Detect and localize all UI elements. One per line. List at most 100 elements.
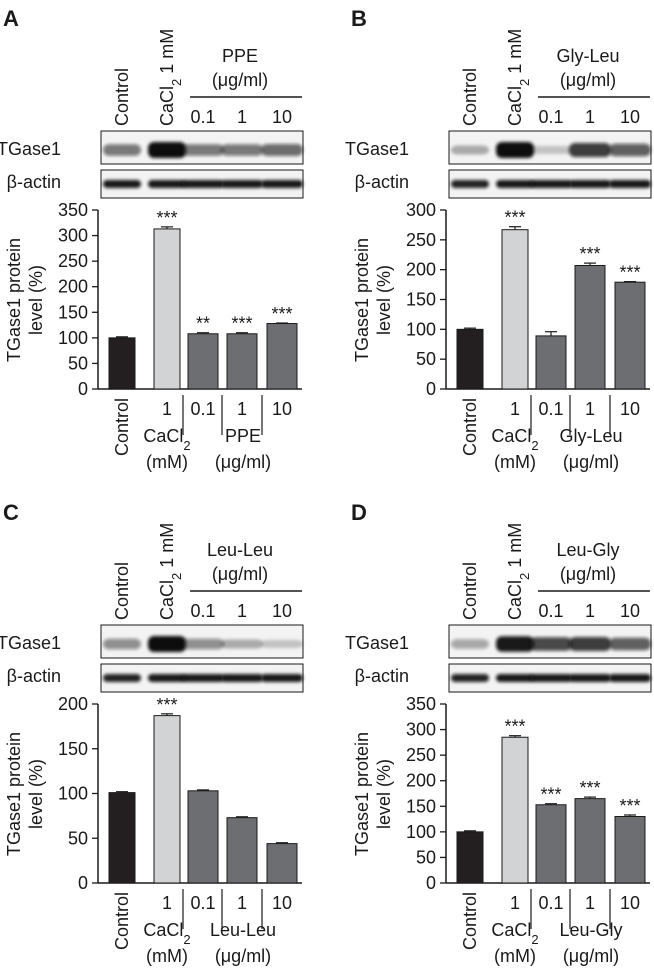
x-tick-label: 10 bbox=[620, 399, 640, 419]
lane-label-cacl2: CaCl2 1 mM bbox=[157, 29, 184, 126]
blot-band-tgase1 bbox=[103, 144, 141, 156]
treatment-unit: (μg/ml) bbox=[560, 564, 616, 584]
blot-band-tgase1 bbox=[609, 143, 651, 157]
y-tick-label: 100 bbox=[58, 328, 88, 348]
blot-band-tgase1 bbox=[182, 638, 224, 650]
blot-band-tgase1 bbox=[530, 146, 572, 154]
x-group-unit-cacl2: (mM) bbox=[494, 946, 536, 966]
dose-label: 10 bbox=[620, 601, 640, 621]
y-tick-label: 350 bbox=[58, 200, 88, 220]
x-tick-label-control: Control bbox=[112, 398, 132, 456]
lane-label-control: Control bbox=[460, 68, 480, 126]
bar bbox=[574, 798, 606, 884]
blot-band-tgase1 bbox=[103, 638, 141, 650]
bar bbox=[108, 337, 136, 390]
x-group-label-cacl2: CaCl2 bbox=[491, 426, 538, 453]
x-tick-label: 10 bbox=[272, 893, 292, 913]
blot-band-actin bbox=[182, 674, 224, 682]
blot-band-tgase1 bbox=[221, 144, 263, 156]
y-tick-label: 250 bbox=[406, 745, 436, 765]
x-tick-label: 1 bbox=[162, 399, 172, 419]
dose-label: 0.1 bbox=[538, 601, 563, 621]
blot-band-actin bbox=[261, 674, 303, 682]
blot-band-tgase1 bbox=[451, 145, 489, 155]
significance-marker: *** bbox=[156, 208, 177, 228]
treatment-unit: (μg/ml) bbox=[212, 564, 268, 584]
x-tick-label: 1 bbox=[510, 399, 520, 419]
blot-band-actin bbox=[451, 674, 489, 682]
y-tick-label: 200 bbox=[58, 277, 88, 297]
blot-band-tgase1 bbox=[496, 142, 534, 158]
bar bbox=[153, 228, 181, 390]
bar bbox=[226, 817, 258, 884]
y-tick-label: 50 bbox=[68, 828, 88, 848]
significance-marker: *** bbox=[619, 263, 640, 283]
blot-band-actin bbox=[530, 180, 572, 188]
blot-band-actin bbox=[496, 180, 534, 188]
treatment-unit: (μg/ml) bbox=[212, 70, 268, 90]
significance-marker: *** bbox=[540, 785, 561, 805]
significance-marker: *** bbox=[504, 208, 525, 228]
x-group-label-treatment: PPE bbox=[225, 426, 261, 446]
bar bbox=[108, 792, 136, 884]
y-tick-label: 150 bbox=[58, 739, 88, 759]
bar bbox=[501, 229, 529, 390]
blot-band-tgase1 bbox=[530, 637, 572, 651]
x-tick-label: 0.1 bbox=[538, 399, 563, 419]
treatment-unit: (μg/ml) bbox=[560, 70, 616, 90]
y-axis-label-line1: TGase1 protein bbox=[352, 732, 372, 856]
x-tick-label: 1 bbox=[510, 893, 520, 913]
treatment-label: Leu-Leu bbox=[207, 540, 273, 560]
x-group-label-cacl2: CaCl2 bbox=[143, 426, 190, 453]
y-tick-label: 0 bbox=[426, 873, 436, 893]
x-group-unit-treatment: (μg/ml) bbox=[563, 946, 619, 966]
y-axis-label-line2: level (%) bbox=[26, 265, 46, 335]
x-group-label-treatment: Leu-Gly bbox=[559, 920, 622, 940]
y-tick-label: 50 bbox=[416, 847, 436, 867]
dose-label: 1 bbox=[237, 601, 247, 621]
treatment-label: Leu-Gly bbox=[556, 540, 619, 560]
blot-band-tgase1 bbox=[182, 144, 224, 156]
y-tick-label: 300 bbox=[406, 720, 436, 740]
blot-band-actin bbox=[182, 180, 224, 188]
blot-label-tgase1: TGase1 bbox=[345, 139, 409, 159]
y-tick-label: 100 bbox=[406, 822, 436, 842]
blot-label-actin: β-actin bbox=[7, 666, 61, 686]
panel-letter: C bbox=[3, 500, 19, 525]
bar bbox=[535, 804, 567, 884]
dose-label: 0.1 bbox=[190, 107, 215, 127]
bar bbox=[456, 328, 484, 390]
dose-label: 0.1 bbox=[190, 601, 215, 621]
blot-band-tgase1 bbox=[148, 142, 186, 158]
bar bbox=[266, 843, 298, 884]
y-tick-label: 200 bbox=[406, 260, 436, 280]
panel-letter: D bbox=[351, 500, 367, 525]
y-tick-label: 300 bbox=[406, 200, 436, 220]
significance-marker: *** bbox=[504, 717, 525, 737]
dose-label: 1 bbox=[585, 601, 595, 621]
x-tick-label: 1 bbox=[162, 893, 172, 913]
blot-band-actin bbox=[103, 674, 141, 682]
blot-band-tgase1 bbox=[261, 144, 303, 156]
dose-label: 0.1 bbox=[538, 107, 563, 127]
x-tick-label: 10 bbox=[272, 399, 292, 419]
x-group-label-cacl2: CaCl2 bbox=[491, 920, 538, 947]
x-tick-label: 0.1 bbox=[190, 399, 215, 419]
bar bbox=[614, 281, 646, 390]
y-axis-label-line1: TGase1 protein bbox=[4, 732, 24, 856]
panel-letter: A bbox=[3, 6, 19, 31]
blot-label-tgase1: TGase1 bbox=[0, 633, 61, 653]
blot-band-actin bbox=[496, 674, 534, 682]
x-group-unit-treatment: (μg/ml) bbox=[215, 946, 271, 966]
significance-marker: ** bbox=[196, 314, 210, 334]
blot-band-actin bbox=[569, 674, 611, 682]
blot-band-actin bbox=[221, 180, 263, 188]
bar bbox=[226, 333, 258, 390]
blot-band-actin bbox=[451, 180, 489, 188]
y-axis-label-line2: level (%) bbox=[374, 759, 394, 829]
blot-band-actin bbox=[148, 674, 186, 682]
y-tick-label: 350 bbox=[406, 694, 436, 714]
bar bbox=[535, 335, 567, 390]
